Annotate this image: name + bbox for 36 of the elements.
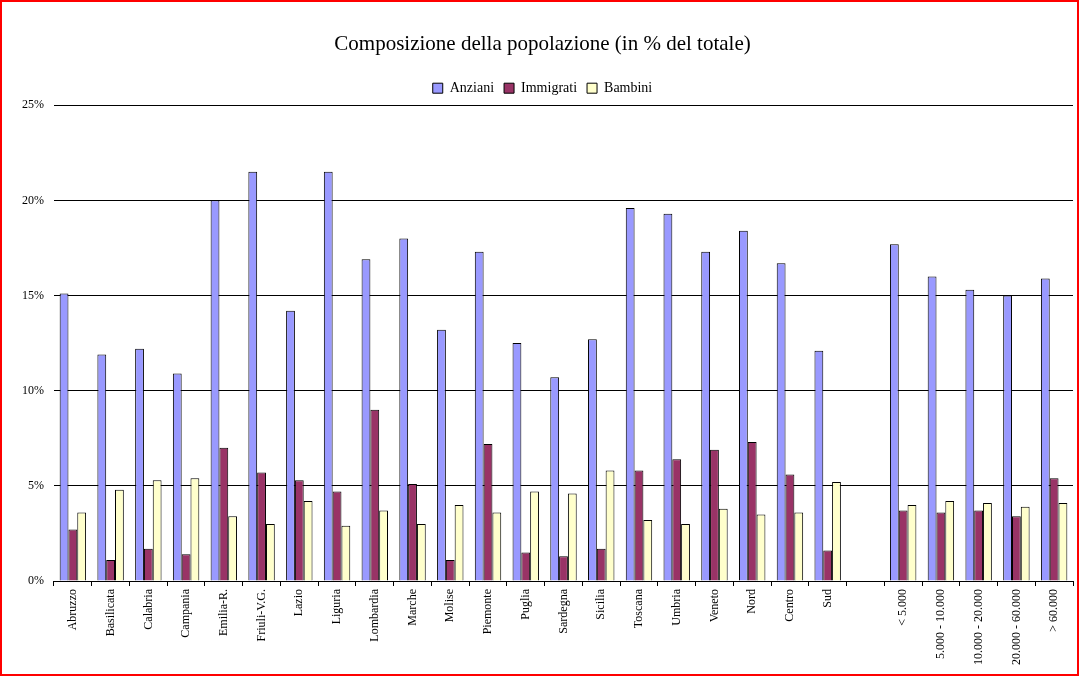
legend-label: Bambini — [604, 79, 653, 95]
y-tick-label: 20% — [22, 192, 44, 207]
x-tick-label: Lazio — [291, 589, 306, 617]
y-tick-label: 5% — [28, 478, 44, 492]
x-tick-label: Friuli-V.G. — [253, 589, 268, 642]
x-tick-label: < 5.000 — [895, 589, 910, 626]
x-tick-label: Sardegna — [555, 588, 570, 634]
x-tick-label: Calabria — [140, 588, 155, 630]
x-tick-label: Sud — [819, 589, 834, 608]
x-tick-label: Campania — [178, 588, 193, 638]
chart-title: Composizione della popolazione (in % del totale) — [334, 31, 751, 56]
x-tick-label: Puglia — [517, 588, 532, 620]
x-tick-label: Lombardia — [366, 588, 381, 642]
x-tick-label: Nord — [744, 589, 759, 614]
x-tick-label: Toscana — [631, 588, 646, 629]
x-tick-label: Marche — [404, 589, 419, 626]
x-tick-label: 10.000 - 20.000 — [970, 589, 985, 665]
x-tick-label: Centro — [782, 589, 797, 622]
x-tick-label: Sicilia — [593, 588, 608, 620]
y-tick-label: 10% — [22, 382, 44, 397]
x-tick-label: Emilia-R. — [215, 589, 230, 636]
x-tick-label: Basilicata — [102, 588, 117, 637]
x-tick-label: Veneto — [706, 589, 721, 623]
x-tick-label: > 60.000 — [1046, 589, 1061, 632]
x-tick-label: 20.000 - 60.000 — [1008, 589, 1023, 665]
y-tick-label: 15% — [22, 287, 44, 302]
x-tick-label: Piemonte — [480, 589, 495, 635]
legend-label: Immigrati — [521, 79, 578, 95]
x-tick-label: Liguria — [329, 588, 344, 625]
y-tick-label: 25% — [22, 97, 44, 112]
legend-label: Anziani — [449, 79, 495, 95]
x-tick-label: Abruzzo — [65, 589, 80, 631]
x-tick-label: Molise — [442, 589, 457, 623]
x-tick-label: Umbria — [668, 588, 683, 626]
x-tick-label: 5.000 - 10.000 — [933, 589, 948, 659]
y-tick-label: 0% — [28, 573, 44, 588]
